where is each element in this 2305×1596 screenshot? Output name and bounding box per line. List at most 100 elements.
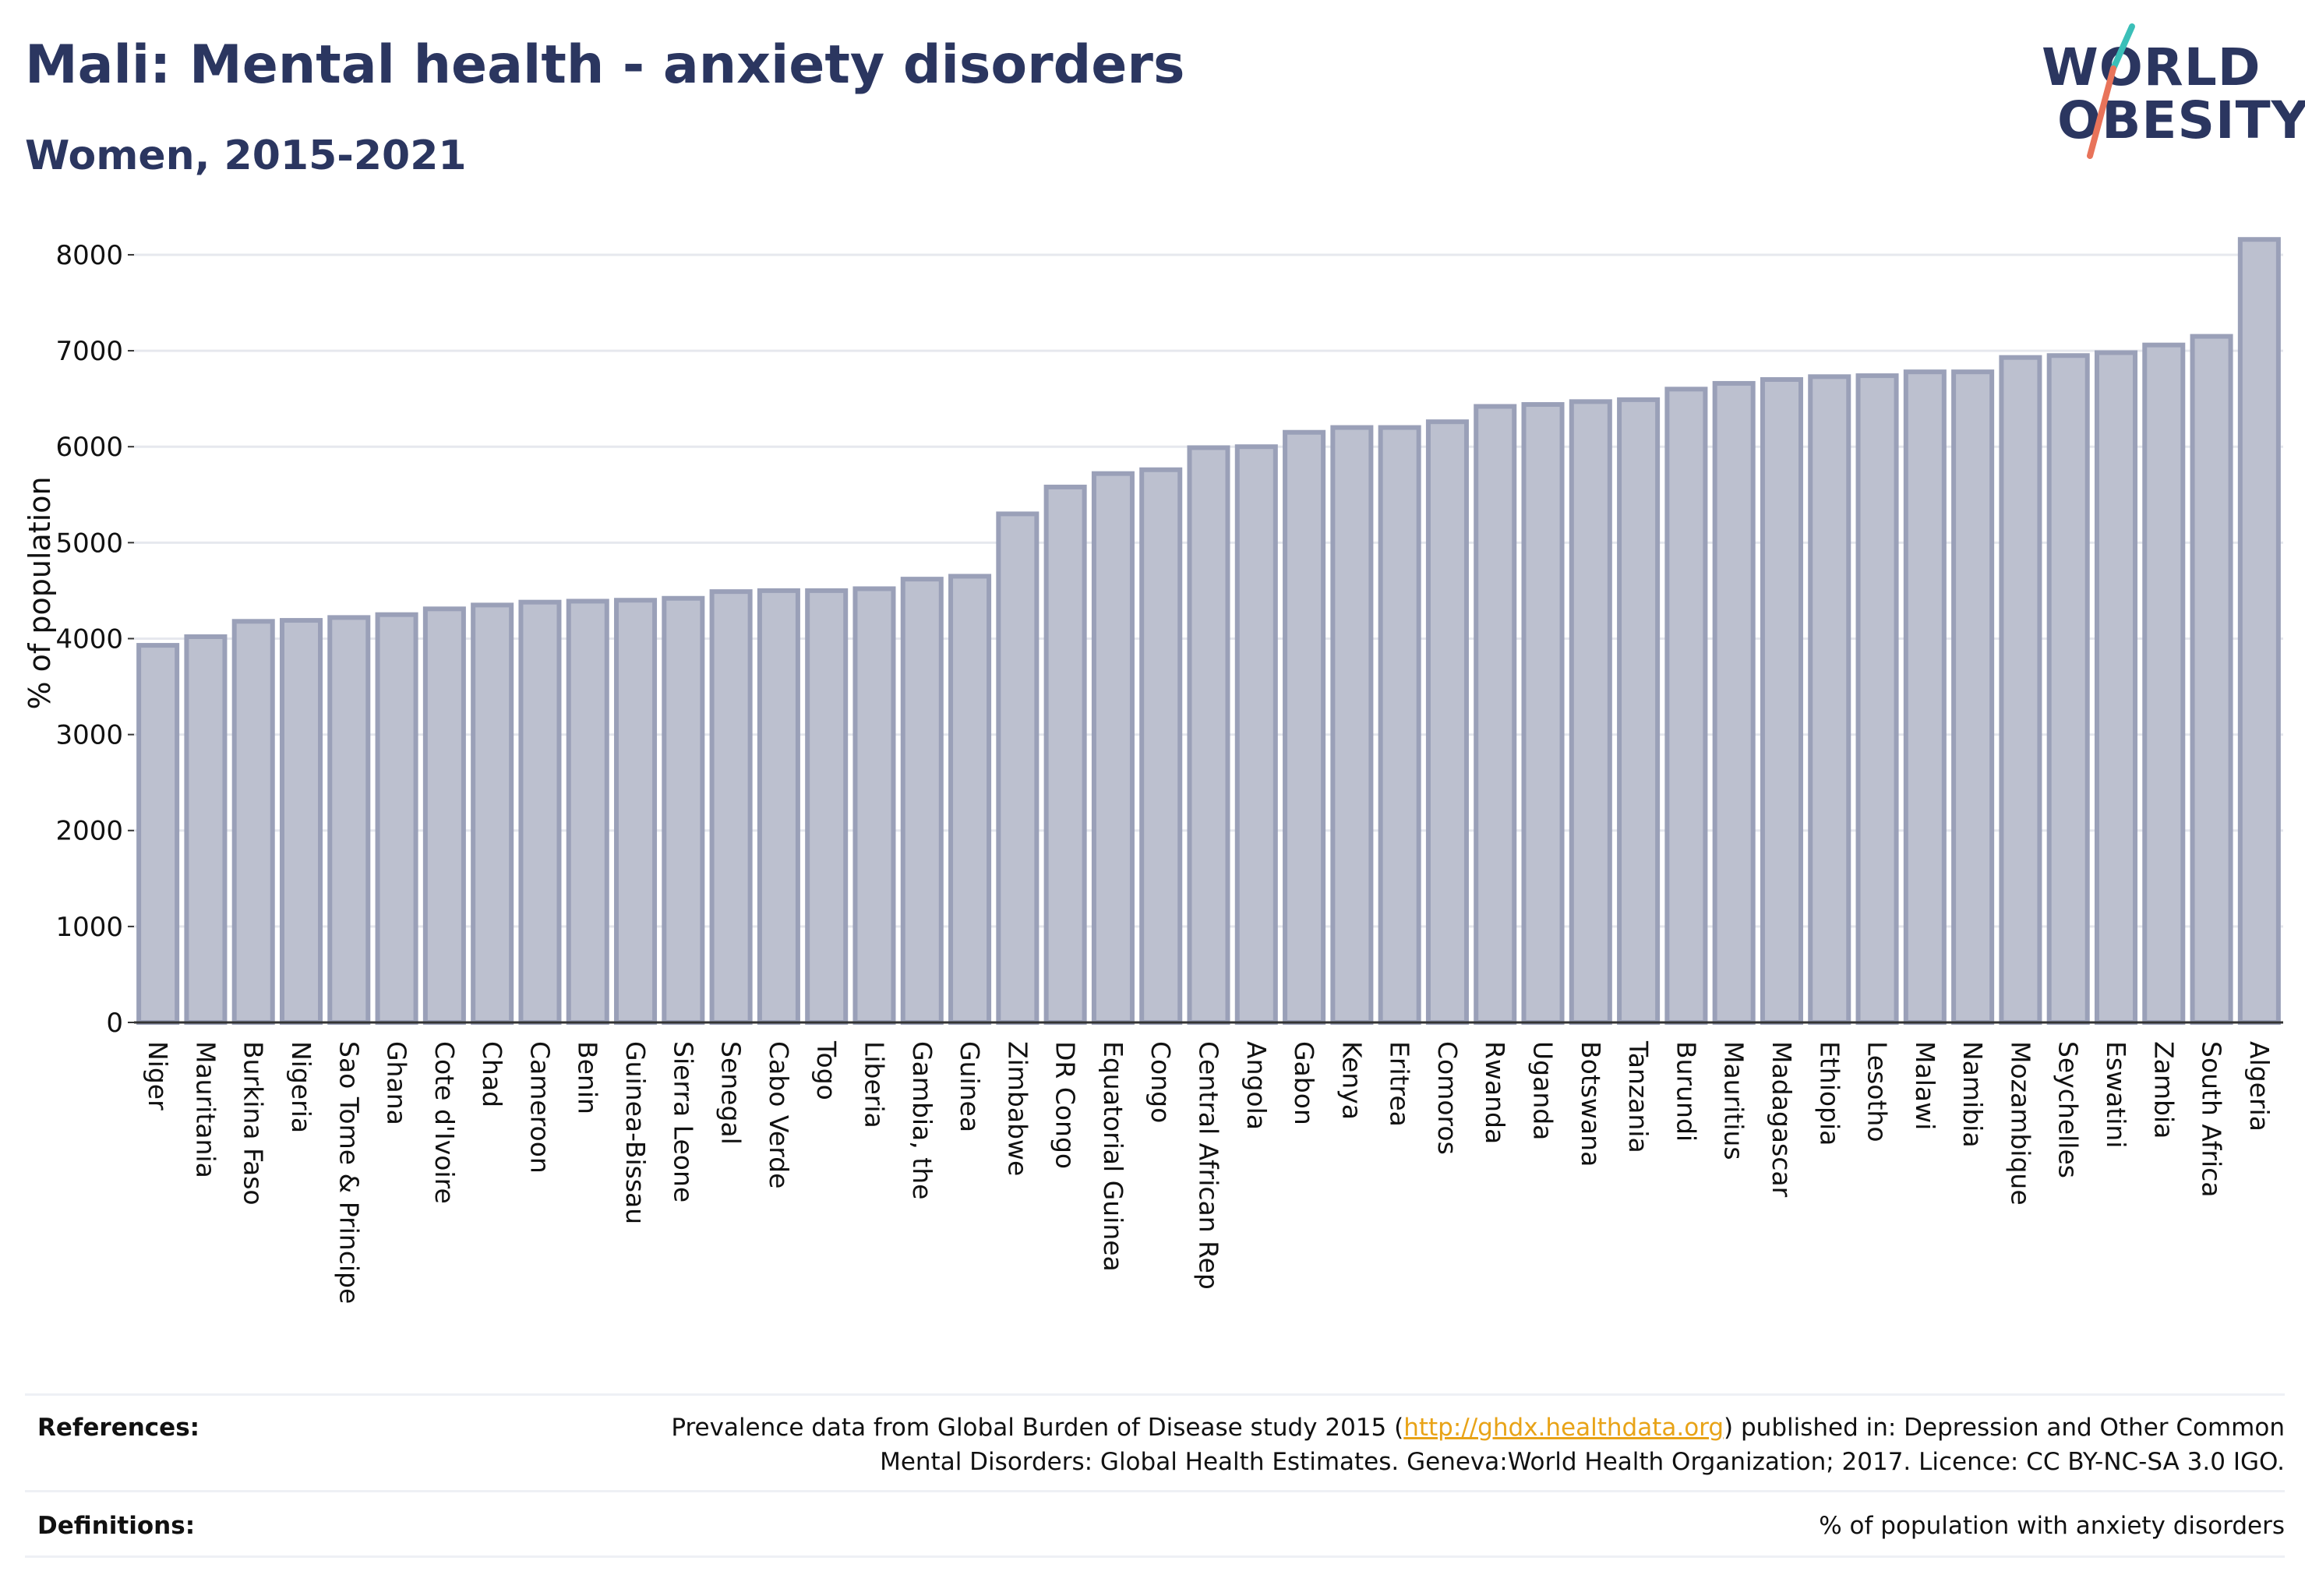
x-tick-label: Algeria <box>2244 1041 2275 1132</box>
bar[interactable] <box>757 588 800 1025</box>
bar[interactable] <box>1664 387 1708 1025</box>
bar[interactable] <box>1855 373 1899 1026</box>
bar[interactable] <box>1043 484 1087 1025</box>
bar[interactable] <box>1521 402 1565 1025</box>
x-tick-label: Madagascar <box>1767 1041 1797 1198</box>
bar[interactable] <box>852 586 896 1025</box>
bar[interactable] <box>1283 429 1326 1025</box>
bar[interactable] <box>184 634 228 1025</box>
x-tick-label: DR Congo <box>1050 1041 1081 1169</box>
definitions-text: % of population with anxiety disorders <box>1819 1512 2285 1540</box>
x-tick-label: Guinea <box>955 1041 985 1132</box>
bar[interactable] <box>1187 445 1230 1025</box>
bar[interactable] <box>1091 471 1135 1025</box>
bar[interactable] <box>1330 425 1374 1025</box>
x-tick-label: Central African Rep <box>1194 1041 1224 1290</box>
references-label: References: <box>37 1414 200 1442</box>
bar[interactable] <box>136 643 180 1026</box>
x-tick-label: South Africa <box>2197 1041 2227 1198</box>
bars <box>136 237 2281 1026</box>
bar[interactable] <box>1617 397 1661 1025</box>
y-tick-label: 5000 <box>55 528 123 559</box>
bar[interactable] <box>996 511 1040 1025</box>
bar[interactable] <box>327 615 371 1025</box>
x-tick-label: Burundi <box>1671 1041 1701 1142</box>
y-axis-ticks: 0 1000 2000 3000 4000 5000 6000 7000 8000 <box>55 240 134 1039</box>
bar[interactable] <box>1808 374 1851 1026</box>
bar[interactable] <box>231 619 275 1025</box>
bar[interactable] <box>2046 353 2090 1025</box>
bar[interactable] <box>805 588 849 1025</box>
bar[interactable] <box>1474 404 1517 1025</box>
logo-word-1: WORLD <box>2042 37 2261 97</box>
x-tick-label: Uganda <box>1528 1041 1558 1140</box>
y-axis-title: % of population <box>23 476 57 709</box>
bar[interactable] <box>1999 355 2042 1025</box>
x-tick-label: Gabon <box>1289 1041 1319 1125</box>
x-tick-label: Ethiopia <box>1814 1041 1844 1146</box>
bar[interactable] <box>375 612 418 1025</box>
references-section: References: Prevalence data from Global … <box>25 1411 2285 1496</box>
bar[interactable] <box>422 606 466 1025</box>
y-tick-label: 1000 <box>55 912 123 943</box>
bar[interactable] <box>709 589 753 1025</box>
x-tick-label: Zambia <box>2148 1041 2179 1139</box>
x-tick-label: Botswana <box>1576 1041 1606 1167</box>
definitions-section: Definitions: % of population with anxiet… <box>25 1512 2285 1551</box>
footer-divider-middle <box>25 1490 2285 1492</box>
y-tick-label: 3000 <box>55 720 123 751</box>
bar[interactable] <box>1378 425 1421 1025</box>
x-tick-label: Seychelles <box>2053 1041 2084 1178</box>
x-tick-label: Malawi <box>1910 1041 1940 1130</box>
bar[interactable] <box>518 599 562 1025</box>
x-tick-label: Eswatini <box>2101 1041 2131 1148</box>
world-obesity-logo: WORLD OBESITY <box>2026 22 2305 162</box>
logo-slash-icon <box>2087 23 2135 159</box>
bar[interactable] <box>1951 369 1995 1025</box>
bar[interactable] <box>2142 342 2186 1025</box>
bar[interactable] <box>566 598 609 1025</box>
bar-chart: 0 1000 2000 3000 4000 5000 6000 7000 8000 Niger M… <box>23 237 2283 1304</box>
x-tick-label: Guinea-Bissau <box>620 1041 651 1224</box>
bar[interactable] <box>948 574 992 1025</box>
x-tick-label: Cameroon <box>524 1041 555 1174</box>
y-tick-label: 2000 <box>55 816 123 847</box>
references-text-part1: Prevalence data from Global Burden of Di… <box>671 1414 1404 1442</box>
bar[interactable] <box>1425 419 1469 1025</box>
x-tick-label: Kenya <box>1336 1041 1367 1120</box>
bar[interactable] <box>2237 237 2281 1026</box>
bar[interactable] <box>1234 444 1278 1025</box>
x-tick-label: Cote d'Ivoire <box>429 1041 460 1204</box>
x-tick-label: Equatorial Guinea <box>1098 1041 1128 1272</box>
x-tick-label: Ghana <box>382 1041 412 1125</box>
definitions-label: Definitions: <box>37 1512 196 1540</box>
bar[interactable] <box>1903 369 1947 1025</box>
bar[interactable] <box>1139 467 1183 1025</box>
bar[interactable] <box>279 618 323 1025</box>
x-axis-labels: Niger Mauritania Burkina Faso Nigeria Sao To… <box>143 1040 2275 1304</box>
x-tick-label: Eritrea <box>1385 1041 1415 1127</box>
x-tick-label: Lesotho <box>1862 1041 1893 1142</box>
ghdx-link[interactable]: http://ghdx.healthdata.org <box>1403 1414 1724 1442</box>
bar[interactable] <box>900 577 944 1025</box>
references-text-part2: ) published in: Depression and Other Com… <box>1724 1414 2285 1442</box>
x-tick-label: Zimbabwe <box>1002 1041 1032 1176</box>
bar[interactable] <box>2190 334 2233 1025</box>
x-tick-label: Chad <box>477 1041 507 1107</box>
bar[interactable] <box>1760 377 1803 1026</box>
bar[interactable] <box>1569 399 1612 1025</box>
x-tick-label: Tanzania <box>1623 1040 1654 1153</box>
bar[interactable] <box>662 595 705 1025</box>
x-tick-label: Namibia <box>1957 1041 1988 1148</box>
y-tick-label: 6000 <box>55 432 123 463</box>
x-tick-label: Mozambique <box>2005 1041 2035 1206</box>
bar[interactable] <box>614 598 658 1025</box>
x-tick-label: Senegal <box>716 1041 747 1145</box>
chart-title: Mali: Mental health - anxiety disorders <box>25 34 1185 96</box>
x-tick-label: Comoros <box>1432 1041 1463 1155</box>
x-tick-label: Burkina Faso <box>238 1041 269 1206</box>
chart-subtitle: Women, 2015-2021 <box>25 132 467 179</box>
bar[interactable] <box>2094 350 2138 1026</box>
bar[interactable] <box>471 602 514 1025</box>
bar[interactable] <box>1712 380 1756 1025</box>
